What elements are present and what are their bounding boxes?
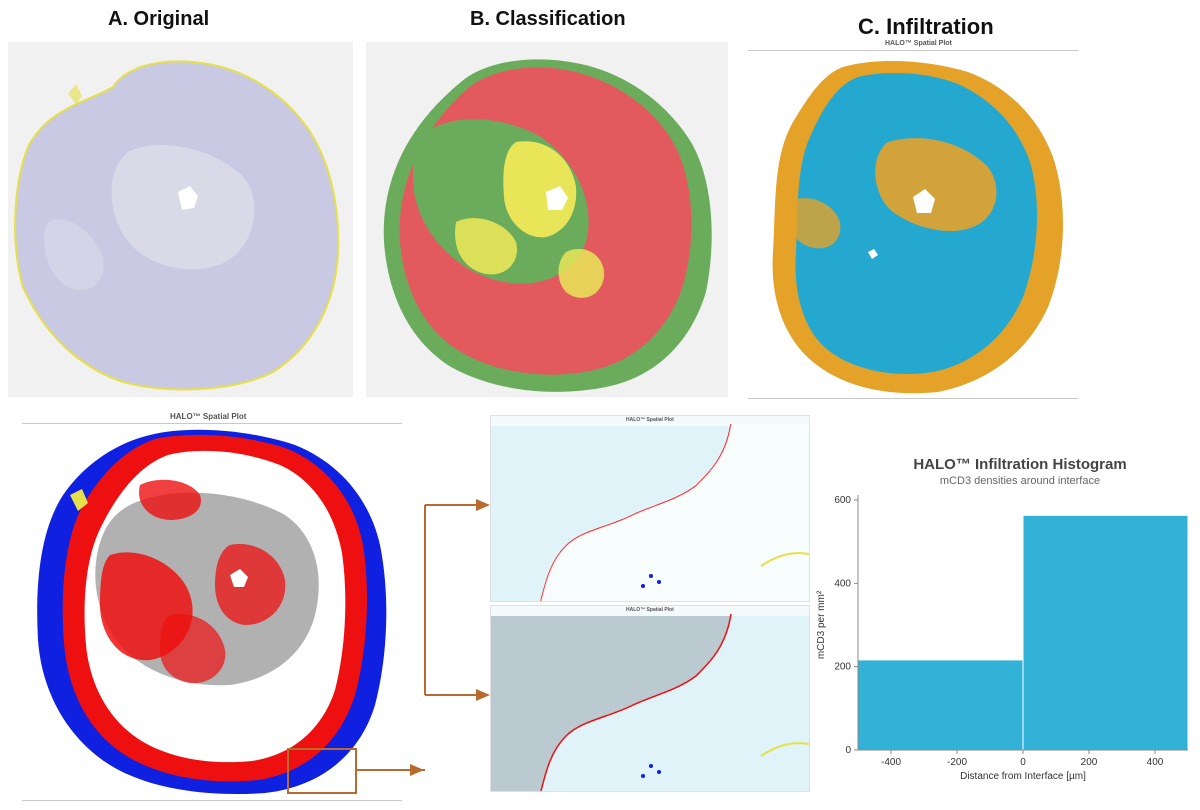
panel-b-image (366, 42, 728, 397)
histogram-chart: 0 200 400 600 -400 -200 0 200 400 Distance from I… (816, 495, 1188, 782)
x-tick-label: 400 (1147, 757, 1164, 768)
zoom-plot-bottom: HALO™ Spatial Plot (490, 605, 810, 792)
panel-c-title: C. Infiltration (858, 14, 994, 39)
histogram-bar (858, 660, 1023, 750)
y-tick-label: 0 (845, 745, 851, 756)
zoom-plot-top: HALO™ Spatial Plot (490, 415, 810, 602)
panel-c-plot-label: HALO™ Spatial Plot (885, 40, 952, 47)
zoom-plot-top-label: HALO™ Spatial Plot (626, 417, 674, 423)
panel-c-image (748, 52, 1078, 397)
spatial-plot-title: HALO™ Spatial Plot (170, 412, 247, 421)
histogram-subtitle: mCD3 densities around interface (939, 475, 1101, 487)
x-tick-label: 0 (1020, 757, 1026, 768)
panel-a-image (8, 42, 353, 397)
panel-b-title: B. Classification (470, 8, 626, 30)
arrow-head-main (410, 764, 424, 776)
x-axis-label: Distance from Interface [µm] (960, 771, 1086, 782)
arrow-head-bottom (476, 689, 490, 701)
panel-c-rule-top (748, 50, 1078, 51)
histogram-bar (1023, 515, 1188, 750)
zoom-box (287, 748, 357, 794)
y-tick-label: 600 (834, 495, 851, 506)
spatial-plot-rule-top (22, 423, 402, 424)
spatial-plot-image (30, 425, 400, 797)
histogram-title: HALO™ Infiltration Histogram (913, 456, 1127, 473)
panel-c-rule-bottom (748, 398, 1078, 399)
spatial-plot-rule-bottom (22, 800, 402, 801)
x-tick-label: -200 (947, 757, 967, 768)
x-tick-label: 200 (1081, 757, 1098, 768)
y-tick-label: 400 (834, 578, 851, 589)
arrow-head-top (476, 499, 490, 511)
y-tick-label: 200 (834, 662, 851, 673)
y-axis-label: mCD3 per mm² (816, 590, 827, 659)
panel-a-title: A. Original (108, 8, 210, 30)
x-tick-label: -400 (881, 757, 901, 768)
zoom-plot-bottom-label: HALO™ Spatial Plot (626, 607, 674, 613)
